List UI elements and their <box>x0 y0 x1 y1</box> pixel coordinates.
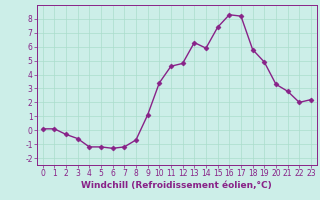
X-axis label: Windchill (Refroidissement éolien,°C): Windchill (Refroidissement éolien,°C) <box>81 181 272 190</box>
